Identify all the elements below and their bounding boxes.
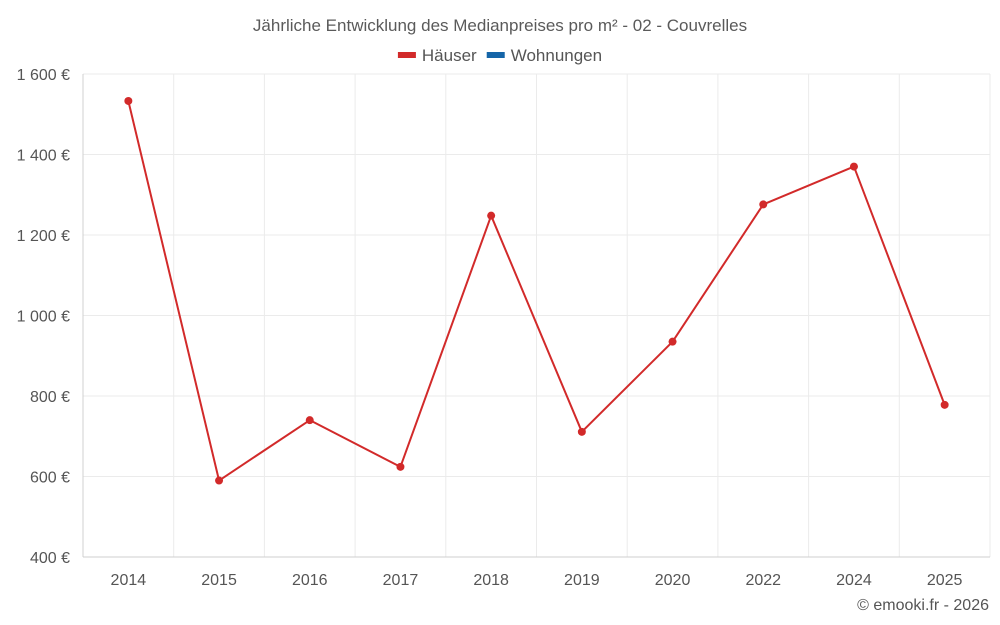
legend-swatch bbox=[487, 52, 505, 58]
y-tick-label: 400 € bbox=[30, 550, 70, 567]
y-tick-label: 1 200 € bbox=[17, 228, 70, 245]
x-tick-label: 2024 bbox=[836, 572, 872, 589]
x-tick-label: 2016 bbox=[292, 572, 328, 589]
y-tick-label: 1 600 € bbox=[17, 67, 70, 84]
y-axis-ticks: 400 € 600 € 800 € 1 000 € 1 200 € 1 400 € 1 60… bbox=[17, 67, 70, 567]
data-point[interactable] bbox=[941, 401, 949, 409]
data-point[interactable] bbox=[124, 97, 132, 105]
data-point[interactable] bbox=[850, 163, 858, 171]
x-tick-label: 2022 bbox=[745, 572, 781, 589]
chart-title: Jährliche Entwicklung des Medianpreises … bbox=[253, 16, 747, 35]
data-point[interactable] bbox=[396, 463, 404, 471]
legend-label: Wohnungen bbox=[511, 46, 602, 65]
x-tick-label: 2025 bbox=[927, 572, 963, 589]
data-point[interactable] bbox=[306, 416, 314, 424]
y-tick-label: 1 400 € bbox=[17, 148, 70, 165]
x-tick-label: 2017 bbox=[383, 572, 419, 589]
x-tick-label: 2015 bbox=[201, 572, 237, 589]
credit-text: © emooki.fr - 2026 bbox=[857, 597, 989, 614]
y-tick-label: 800 € bbox=[30, 389, 70, 406]
data-point[interactable] bbox=[578, 428, 586, 436]
x-tick-label: 2014 bbox=[111, 572, 147, 589]
x-tick-label: 2018 bbox=[473, 572, 509, 589]
x-tick-label: 2019 bbox=[564, 572, 600, 589]
line-chart: Jährliche Entwicklung des Medianpreises … bbox=[0, 0, 1000, 625]
legend-item-häuser[interactable]: Häuser bbox=[398, 46, 477, 65]
data-point[interactable] bbox=[759, 200, 767, 208]
x-tick-label: 2020 bbox=[655, 572, 691, 589]
legend-swatch bbox=[398, 52, 416, 58]
legend-item-wohnungen[interactable]: Wohnungen bbox=[487, 46, 602, 65]
legend: Häuser Wohnungen bbox=[398, 46, 602, 65]
legend-label: Häuser bbox=[422, 46, 477, 65]
grid bbox=[83, 74, 990, 557]
y-tick-label: 1 000 € bbox=[17, 309, 70, 326]
data-point[interactable] bbox=[669, 338, 677, 346]
chart: Jährliche Entwicklung des Medianpreises … bbox=[0, 0, 1000, 625]
y-tick-label: 600 € bbox=[30, 470, 70, 487]
x-axis-ticks: 2014 2015 2016 2017 2018 2019 2020 2022 2024 2025 bbox=[111, 572, 963, 589]
data-point[interactable] bbox=[215, 477, 223, 485]
data-point[interactable] bbox=[487, 212, 495, 220]
